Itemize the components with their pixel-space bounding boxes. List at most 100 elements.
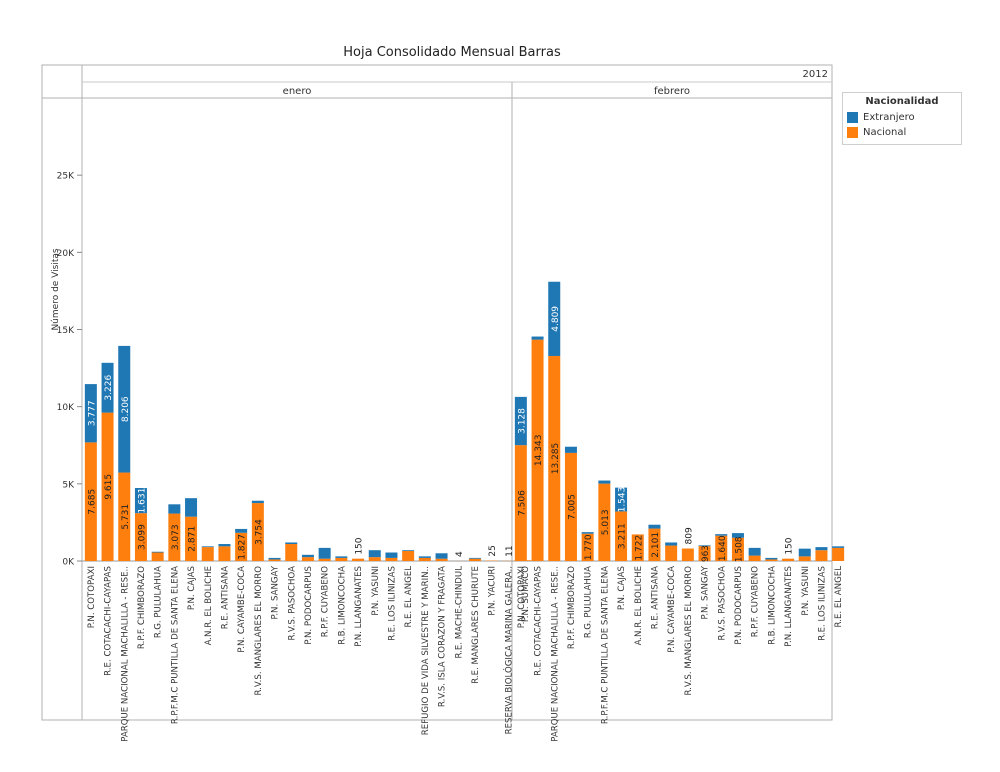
x-category-label: R.P.F.M.C PUNTILLA DE SANTA ELENA [170, 566, 180, 724]
x-category-label: R.G. PULULAHUA [154, 566, 164, 638]
bar-extranjero [268, 557, 281, 560]
bar-nacional [201, 547, 214, 561]
x-category-label: R.V.S. PASOCHOA [287, 566, 297, 641]
bar-nacional [832, 547, 845, 561]
bar-extranjero [385, 552, 398, 558]
bar-label-total: 25 [488, 545, 498, 556]
x-category-label: R.V.S. PASOCHOA [717, 566, 727, 641]
bar-label-nacional: 2.101 [651, 532, 661, 558]
bar-extranjero [318, 547, 331, 559]
x-category-label: RESERVA BIOLÓGICA MARINA GALERA.. [502, 566, 514, 734]
x-category-label: PARQUE NACIONAL MACHALILLA - RESE.. [120, 566, 130, 742]
bar-extranjero [531, 336, 544, 340]
bar-nacional [631, 534, 644, 561]
bar-label-nacional: 1.770 [584, 534, 594, 560]
legend-swatch-extranjero [847, 112, 858, 123]
x-category-label: PARQUE NACIONAL MACHALILLA - RESE.. [550, 566, 560, 742]
x-category-label: R.V.S. MANGLARES EL MORRO [254, 566, 264, 696]
bar-label-extranjero: 4.809 [551, 306, 561, 332]
bar-nacional [681, 548, 694, 561]
plot-border [41, 64, 833, 721]
bar-extranjero [118, 345, 131, 473]
x-category-label: A.N.R. EL BOLICHE [634, 566, 644, 645]
bar-label-nacional: 3.099 [137, 524, 147, 550]
bar-label-nacional: 14.343 [534, 435, 544, 467]
x-category-label: R.P.F.M.C PUNTILLA DE SANTA ELENA [600, 566, 610, 724]
bar-nacional [335, 557, 348, 561]
x-category-label: P.N. CAJAS [617, 566, 627, 610]
x-category-label: R.B. LIMONCOCHA [337, 566, 347, 645]
x-category-label: R.E. LOS ILINIZAS [817, 566, 827, 641]
bar-extranjero [798, 548, 811, 557]
bar-extranjero [564, 446, 577, 453]
bar-label-nacional: 3.073 [171, 524, 181, 550]
bar-label-nacional: 5.013 [601, 509, 611, 535]
x-category-label: P.N. SANGAY [701, 565, 711, 619]
x-category-label: P.N. PODOCARPUS [734, 566, 744, 645]
bar-nacional [435, 558, 448, 561]
bar-label-total: 11 [505, 545, 515, 556]
x-category-label: P.N. COTOPAXI [87, 566, 97, 628]
legend-item-extranjero[interactable]: Extranjero [843, 110, 961, 125]
bar-nacional [698, 546, 711, 561]
chart-frame: 2012 enero febrero [41, 64, 833, 721]
bar-extranjero [402, 550, 415, 551]
x-category-label: R.V.S. ISLA CORAZON Y FRAGATA [438, 566, 448, 707]
y-tick-label: 25K [57, 172, 75, 182]
x-category-label: R.E. COTACACHI-CAYAPAS [104, 566, 114, 676]
bar-label-total: 4 [455, 551, 465, 557]
bar-label-nacional: 7.005 [567, 494, 577, 520]
bar-extranjero [832, 546, 845, 548]
bar-extranjero [648, 524, 661, 529]
bar-extranjero [101, 362, 114, 413]
x-category-label: P.N. PODOCARPUS [304, 566, 314, 645]
bar-nacional [385, 557, 398, 561]
bar-nacional [564, 452, 577, 561]
bar-nacional [301, 557, 314, 561]
legend-swatch-nacional [847, 127, 858, 138]
bar-extranjero [168, 504, 181, 514]
bar-extranjero [548, 281, 561, 356]
bar-nacional [268, 559, 281, 561]
bar-extranjero [731, 533, 744, 538]
bar-label-total: 809 [684, 527, 694, 544]
bar-nacional [598, 483, 611, 561]
bar-nacional [285, 544, 298, 561]
bar-nacional [648, 528, 661, 561]
bar-extranjero [468, 557, 481, 559]
bar-nacional [715, 535, 728, 561]
legend: Nacionalidad Extranjero Nacional [842, 92, 962, 145]
bar-label-total: 150 [785, 537, 795, 554]
x-category-label: P.N. CAYAMBE-COCA [237, 566, 247, 653]
bar-nacional [782, 558, 795, 561]
bar-extranjero [134, 488, 147, 514]
bar-extranjero [285, 542, 298, 545]
bar-nacional [218, 546, 231, 561]
bar-extranjero [514, 396, 527, 446]
bar-nacional [168, 513, 181, 561]
bar-label-nacional: 1.640 [718, 535, 728, 561]
bar-extranjero [301, 554, 314, 558]
x-category-label: R.V.S. MANGLARES EL MORRO [684, 566, 694, 696]
x-category-label: P.N. CAJAS [187, 566, 197, 610]
bar-nacional [748, 555, 761, 561]
y-tick-label: 10K [57, 403, 75, 413]
legend-item-nacional[interactable]: Nacional [843, 125, 961, 140]
bar-extranjero [748, 547, 761, 556]
x-category-label: P.N. CAYAMBE-COCA [667, 566, 677, 653]
bar-extranjero [218, 544, 231, 547]
y-tick-label: 0K [62, 558, 75, 568]
x-category-label: R.E. LOS ILINIZAS [387, 566, 397, 641]
year-label: 2012 [803, 69, 828, 80]
month-header-enero: enero [283, 86, 312, 97]
bar-nacional [151, 552, 164, 561]
chart-title: Hoja Consolidado Mensual Barras [343, 45, 561, 60]
bar-label-nacional: 1.508 [734, 536, 744, 562]
bar-label-nacional: 7.685 [87, 489, 97, 515]
bar-labels-layer: 7.685 3.777 9.615 3.226 5.731 8.206 3.099 1.631… [87, 306, 794, 563]
bar-nacional [765, 559, 778, 561]
bar-label-nacional: 13.285 [551, 443, 561, 475]
bar-nacional [352, 558, 365, 561]
bar-nacional [531, 339, 544, 561]
bar-label-nacional: 7.506 [517, 490, 527, 516]
